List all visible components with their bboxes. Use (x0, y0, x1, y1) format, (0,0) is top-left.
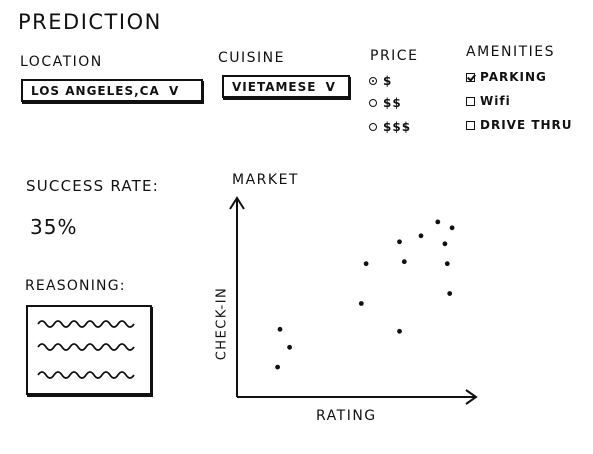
scatter-point-10 (435, 219, 441, 225)
price-option-label: $$$ (383, 120, 412, 134)
cuisine-dropdown[interactable]: VIETAMESE v (222, 75, 350, 98)
squiggle-text-icon (37, 320, 135, 379)
page-title: PREDICTION (18, 10, 162, 34)
y-axis-arrow (229, 196, 245, 397)
x-axis-label: RATING (316, 408, 377, 424)
scatter-point-11 (442, 241, 448, 247)
radio-icon[interactable] (369, 123, 377, 131)
scatter-point-9 (418, 233, 424, 239)
scatter-point-3 (277, 326, 283, 332)
reasoning-label: REASONING: (25, 278, 126, 294)
scatter-point-13 (449, 225, 455, 231)
price-option-3[interactable]: $$$ (369, 120, 411, 134)
scatter-point-2 (287, 344, 292, 350)
amenity-option-label: PARKING (480, 70, 547, 84)
scatter-point-4 (358, 301, 364, 306)
location-dropdown[interactable]: LOS ANGELES,CA v (21, 79, 203, 102)
checkbox-icon[interactable] (466, 96, 475, 106)
location-value: LOS ANGELES,CA (31, 84, 160, 98)
amenity-option-parking[interactable]: PARKING (466, 70, 547, 84)
chart-title: MARKET (232, 172, 299, 188)
checkbox-checked-icon[interactable] (466, 72, 475, 82)
scatter-point-8 (401, 259, 407, 265)
amenity-option-label: Wifi (480, 94, 511, 108)
scatter-point-5 (363, 261, 369, 267)
location-label: LOCATION (20, 54, 103, 70)
price-label: PRICE (370, 48, 419, 64)
scatter-point-1 (275, 364, 280, 370)
checkbox-icon[interactable] (466, 120, 475, 130)
scatter-point-12 (444, 261, 450, 267)
price-option-label: $ (383, 74, 393, 88)
cuisine-label: CUISINE (218, 50, 285, 66)
cuisine-value: VIETAMESE (232, 80, 317, 94)
price-option-2[interactable]: $$ (369, 96, 402, 110)
reasoning-box (26, 305, 152, 395)
chevron-down-icon: v (325, 80, 336, 94)
chevron-down-icon: v (168, 84, 180, 98)
radio-selected-icon[interactable] (369, 77, 377, 85)
scatter-point-6 (397, 328, 402, 334)
scatter-points (275, 219, 455, 370)
scatter-point-7 (397, 239, 402, 245)
x-axis-arrow (237, 389, 478, 405)
price-option-label: $$ (383, 96, 402, 110)
price-option-1[interactable]: $ (369, 74, 392, 88)
radio-icon[interactable] (369, 99, 377, 107)
amenity-option-label: DRIVE THRU (480, 118, 573, 132)
amenity-option-drive-thru[interactable]: DRIVE THRU (466, 118, 573, 132)
success-rate-value: 35% (30, 215, 78, 239)
success-rate-label: SUCCESS RATE: (26, 177, 159, 195)
amenity-option-wifi[interactable]: Wifi (466, 94, 511, 108)
amenities-label: AMENITIES (466, 44, 556, 60)
scatter-point-14 (447, 291, 453, 296)
